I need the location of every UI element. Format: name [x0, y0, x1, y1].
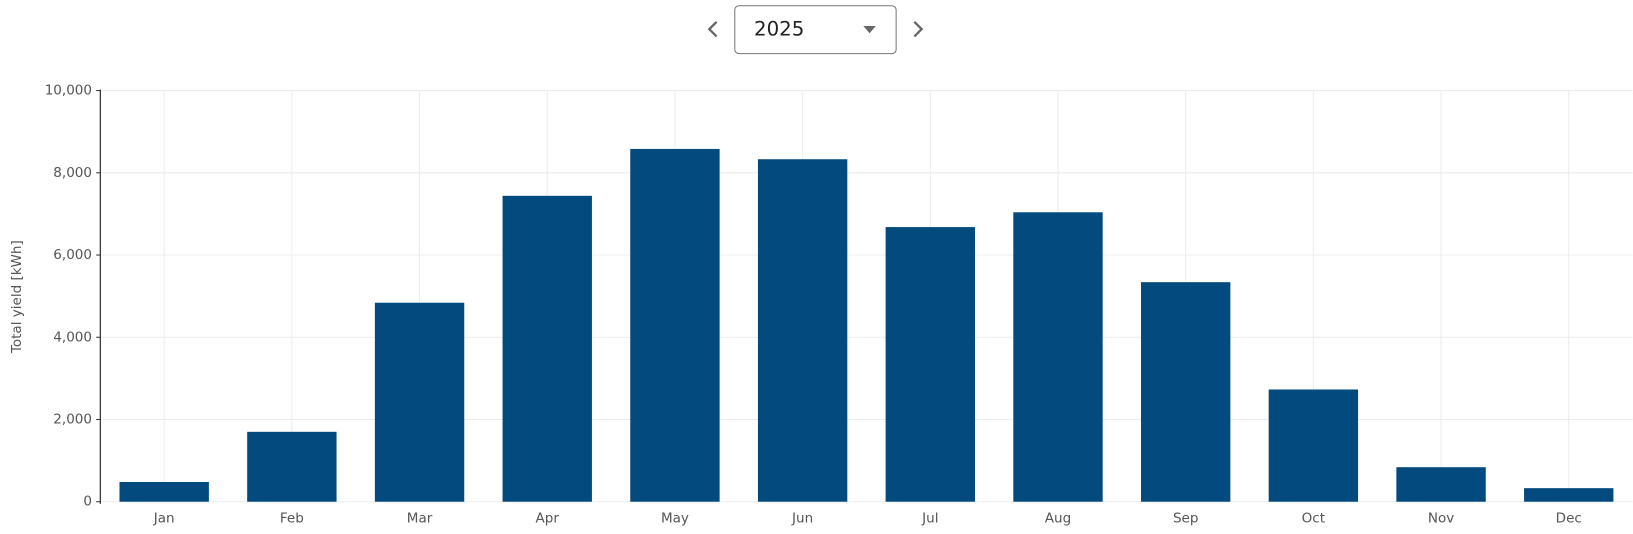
- dropdown-caret[interactable]: [863, 26, 876, 34]
- bar: [1013, 212, 1103, 502]
- bar: [1268, 389, 1359, 502]
- bar: [885, 227, 975, 502]
- x-tick-label: Nov: [1428, 510, 1454, 526]
- x-tick-label: Jun: [791, 510, 813, 526]
- y-tick-label: 6,000: [53, 247, 92, 263]
- x-tick-label: Jul: [921, 510, 938, 526]
- bar: [1524, 488, 1614, 502]
- y-tick-label: 4,000: [53, 329, 92, 345]
- bar: [247, 431, 337, 502]
- x-tick-label: May: [661, 510, 689, 526]
- bar: [630, 148, 720, 502]
- x-tick-label: Oct: [1302, 510, 1325, 526]
- bars: [119, 148, 1614, 502]
- bar: [757, 159, 848, 502]
- y-tick-label: 8,000: [53, 165, 92, 181]
- next-year-button[interactable]: [913, 21, 924, 38]
- dropdown-value[interactable]: 2025: [754, 18, 804, 41]
- x-tick-label: Aug: [1045, 510, 1071, 526]
- x-tick-label: Dec: [1556, 510, 1582, 526]
- x-tick-label: Mar: [407, 510, 433, 526]
- y-tick-label: 10,000: [45, 83, 92, 99]
- x-tick-label: Feb: [280, 510, 304, 526]
- bar: [119, 481, 209, 502]
- bar: [1140, 282, 1231, 502]
- year-dropdown[interactable]: 2025: [734, 5, 897, 55]
- bar: [502, 195, 592, 502]
- x-tick-label: Apr: [536, 510, 560, 526]
- y-axis-label: Total yield [kWh]: [9, 240, 25, 354]
- bar: [374, 302, 465, 502]
- bar: [1396, 467, 1486, 502]
- x-tick-label: Jan: [153, 510, 175, 526]
- y-tick-label: 2,000: [53, 411, 92, 427]
- y-tick-label: 0: [83, 494, 92, 510]
- x-tick-label: Sep: [1173, 510, 1198, 526]
- previous-year-button[interactable]: [707, 21, 718, 38]
- dropdown-box[interactable]: [734, 5, 897, 55]
